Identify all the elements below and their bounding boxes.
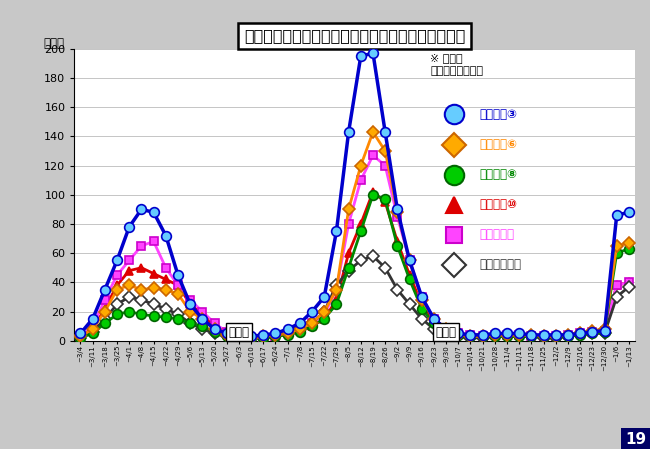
Text: ※ 丸数字
：最新の全国順位: ※ 丸数字 ：最新の全国順位 bbox=[430, 53, 484, 76]
Text: 第５波: 第５波 bbox=[436, 326, 456, 339]
Text: ：奈良県⑩: ：奈良県⑩ bbox=[480, 198, 517, 211]
Text: ：京都府⑥: ：京都府⑥ bbox=[480, 138, 517, 151]
Text: ：大阪府③: ：大阪府③ bbox=[480, 108, 517, 121]
Text: 第４波: 第４波 bbox=[228, 326, 250, 339]
Text: ：兵庫県⑯: ：兵庫県⑯ bbox=[480, 228, 515, 241]
Text: ：滋賀県⑧: ：滋賀県⑧ bbox=[480, 168, 517, 181]
Text: ：和歌山県㉓: ：和歌山県㉓ bbox=[480, 258, 522, 271]
Text: 19: 19 bbox=[625, 432, 647, 447]
Text: （人）: （人） bbox=[44, 37, 64, 50]
Title: 直近１週間の人口１０万人当たりの陽性者数の推移: 直近１週間の人口１０万人当たりの陽性者数の推移 bbox=[244, 28, 465, 44]
